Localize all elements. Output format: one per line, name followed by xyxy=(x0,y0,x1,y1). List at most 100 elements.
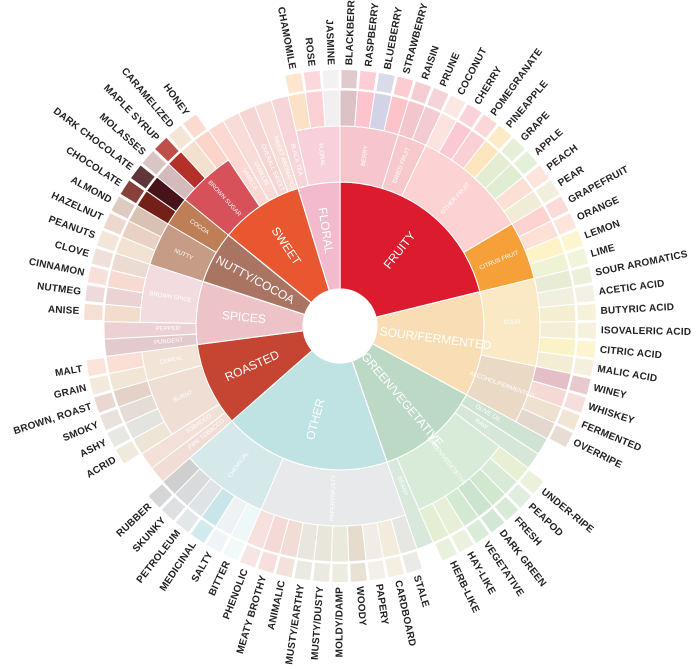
leaf-band-herb-like[interactable] xyxy=(418,502,450,544)
leaf-tab-jasmine[interactable] xyxy=(322,70,339,89)
leaf-tab-chocolate[interactable] xyxy=(120,180,145,204)
leaf-tab-salty[interactable] xyxy=(206,529,229,553)
leaf-tab-apple[interactable] xyxy=(513,151,538,175)
leaf-tab-pomegranate[interactable] xyxy=(473,114,497,138)
leaf-tab-malic-acid[interactable] xyxy=(573,358,594,377)
leaf-tab-dark-chocolate[interactable] xyxy=(131,165,155,189)
leaf-label-raspberry: RASPBERRY xyxy=(363,2,381,67)
leaf-label-woody: WOODY xyxy=(354,586,368,627)
leaf-tab-almond[interactable] xyxy=(111,196,135,219)
leaf-tab-brown-roast[interactable] xyxy=(94,392,117,413)
leaf-tab-strawberry[interactable] xyxy=(393,76,414,98)
leaf-tab-caramelized[interactable] xyxy=(168,125,192,150)
leaf-tab-dark-green[interactable] xyxy=(481,508,505,533)
leaf-tab-bitter[interactable] xyxy=(223,537,245,561)
leaf-tab-woody[interactable] xyxy=(350,562,367,582)
leaf-tab-grape[interactable] xyxy=(501,137,525,162)
leaf-label-isovaleric-acid: ISOVALERIC ACID xyxy=(601,325,691,338)
leaf-tab-sour-aromatics[interactable] xyxy=(571,266,593,286)
subcategory-label-cereal: CEREAL xyxy=(159,355,184,366)
leaf-label-smoky: SMOKY xyxy=(61,420,100,444)
leaf-tab-malt[interactable] xyxy=(86,358,107,377)
subcategory-label-berry: BERRY xyxy=(361,145,370,166)
leaf-tab-blackberry[interactable] xyxy=(341,70,358,89)
leaf-tab-moldy-damp[interactable] xyxy=(332,563,348,582)
leaf-tab-maple-syrup[interactable] xyxy=(155,137,179,162)
leaf-tab-prune[interactable] xyxy=(427,87,449,111)
leaf-label-rose: ROSE xyxy=(302,37,316,67)
leaf-tab-vegetative[interactable] xyxy=(466,519,490,543)
leaf-tab-rubber[interactable] xyxy=(148,484,173,508)
leaf-tab-peanuts[interactable] xyxy=(97,230,120,252)
leaf-band-butyric-acid[interactable] xyxy=(538,303,577,323)
leaf-tab-skunky[interactable] xyxy=(161,496,186,521)
leaf-tab-animalic[interactable] xyxy=(275,556,295,578)
leaf-tab-stale[interactable] xyxy=(402,551,423,574)
leaf-label-acrid: ACRID xyxy=(85,455,119,481)
leaf-tab-smoky[interactable] xyxy=(100,409,123,431)
leaf-tab-acrid[interactable] xyxy=(115,441,140,464)
leaf-tab-musty-dusty[interactable] xyxy=(313,562,330,582)
leaf-tab-fresh[interactable] xyxy=(494,496,519,521)
leaf-tab-isovaleric-acid[interactable] xyxy=(577,322,596,339)
leaf-label-musty-dusty: MUSTY/DUSTY xyxy=(310,586,326,661)
leaf-tab-grain[interactable] xyxy=(89,375,111,395)
leaf-tab-pineapple[interactable] xyxy=(488,125,512,150)
leaf-tab-cinnamon[interactable] xyxy=(87,266,109,286)
leaf-tab-phenolic[interactable] xyxy=(240,545,261,568)
leaf-band-malt[interactable] xyxy=(105,351,145,375)
inner-ring xyxy=(195,181,485,471)
leaf-band-honey[interactable] xyxy=(193,129,230,170)
leaf-tab-whiskey[interactable] xyxy=(563,392,586,413)
leaf-tab-hay-like[interactable] xyxy=(451,529,474,553)
leaf-label-blueberry: BLUEBERRY xyxy=(383,6,406,71)
leaf-tab-butyric-acid[interactable] xyxy=(577,303,596,321)
leaf-label-butyric-acid: BUTYRIC ACID xyxy=(600,302,674,317)
leaf-tab-citric-acid[interactable] xyxy=(576,340,596,358)
leaf-label-nutmeg: NUTMEG xyxy=(36,281,82,298)
leaf-tab-honey[interactable] xyxy=(183,114,207,138)
leaf-tab-medicinal[interactable] xyxy=(190,519,214,543)
leaf-tab-peach[interactable] xyxy=(525,165,549,189)
leaf-tab-molasses[interactable] xyxy=(142,151,167,175)
category-label-spices: SPICES xyxy=(221,308,266,326)
leaf-label-acetic-acid: ACETIC ACID xyxy=(598,278,665,297)
leaf-tab-nutmeg[interactable] xyxy=(85,285,106,303)
leaf-label-moldy-damp: MOLDY/DAMP xyxy=(335,587,346,657)
leaf-tab-rose[interactable] xyxy=(303,70,322,91)
leaf-tab-cherry[interactable] xyxy=(458,104,482,128)
leaf-tab-lime[interactable] xyxy=(566,248,589,269)
leaf-tab-hazelnut[interactable] xyxy=(103,213,127,235)
leaf-label-clove: CLOVE xyxy=(53,240,90,260)
leaf-tab-peapod[interactable] xyxy=(507,484,532,508)
leaf-tab-orange[interactable] xyxy=(553,213,577,235)
leaf-tab-under-ripe[interactable] xyxy=(519,470,544,494)
leaf-tab-petroleum[interactable] xyxy=(175,508,199,533)
leaf-tab-winey[interactable] xyxy=(569,375,591,395)
leaf-tab-grapefruit[interactable] xyxy=(545,196,569,219)
leaf-tab-chamomile[interactable] xyxy=(285,73,304,94)
leaf-band-moldy-damp[interactable] xyxy=(330,525,350,563)
leaf-tab-raspberry[interactable] xyxy=(358,70,377,91)
leaf-tab-anise[interactable] xyxy=(84,303,103,321)
leaf-tab-lemon[interactable] xyxy=(560,230,583,252)
leaf-tab-cardboard[interactable] xyxy=(385,556,405,578)
leaf-band-isovaleric-acid[interactable] xyxy=(539,321,577,340)
leaf-band-overripe[interactable] xyxy=(514,407,556,440)
leaf-tab-ashy[interactable] xyxy=(107,425,131,448)
leaf-tab-musty-earthy[interactable] xyxy=(294,560,313,581)
leaf-tab-coconut[interactable] xyxy=(443,95,466,119)
leaf-band-jasmine[interactable] xyxy=(322,89,341,128)
leaf-tab-papery[interactable] xyxy=(367,560,386,581)
leaf-tab-herb-like[interactable] xyxy=(435,537,457,561)
leaf-band-rubber[interactable] xyxy=(161,457,201,496)
leaf-tab-overripe[interactable] xyxy=(549,425,573,448)
leaf-tab-blueberry[interactable] xyxy=(376,73,395,94)
leaf-tab-clove[interactable] xyxy=(91,248,114,269)
leaf-tab-fermented[interactable] xyxy=(557,409,580,431)
leaf-tab-acetic-acid[interactable] xyxy=(574,285,595,303)
leaf-tab-pear[interactable] xyxy=(535,180,560,204)
leaf-tab-meaty-brothy[interactable] xyxy=(257,551,278,574)
leaf-tab-raisin[interactable] xyxy=(410,81,432,104)
